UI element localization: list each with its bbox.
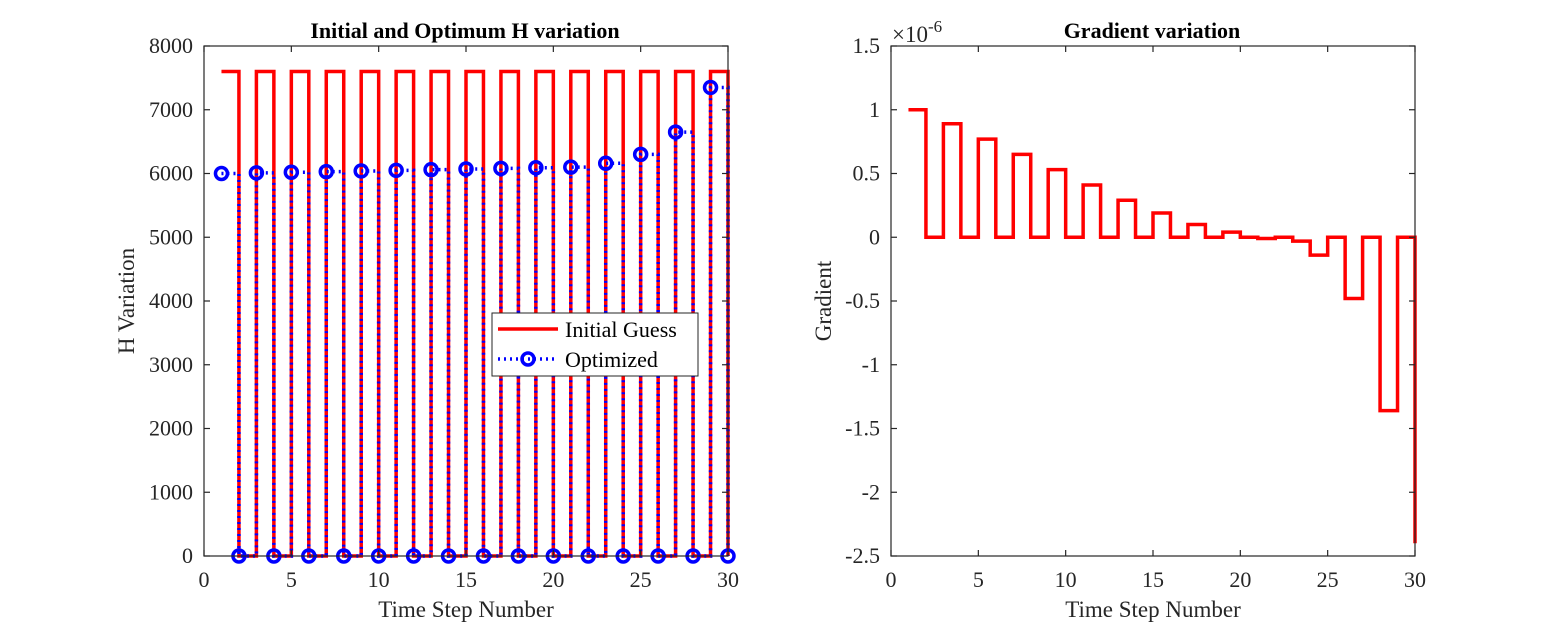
series-line-0 — [908, 108, 1417, 544]
series-point — [667, 124, 684, 140]
x-tick-label: 0 — [886, 567, 897, 592]
gradient-exponent-label: ×10-6 — [892, 17, 942, 47]
series-point — [353, 163, 369, 179]
chart-gradient-title: Gradient variation — [1064, 18, 1241, 43]
series-point — [248, 165, 265, 181]
y-tick-label: -1.5 — [845, 416, 880, 441]
y-tick-label: 1.5 — [853, 33, 881, 58]
gradient-x-axis-label: Time Step Number — [1065, 597, 1241, 622]
x-tick-label: 30 — [1404, 567, 1426, 592]
y-tick-label: 1 — [869, 97, 880, 122]
y-tick-label: 0 — [869, 224, 880, 249]
y-tick-label: 3000 — [149, 352, 193, 377]
gradient-tick-group: 0 5 10 15 20 25 30 -2.5 -2 -1.5 -1 -0.5 0 0.5 1 1.5 — [845, 33, 1426, 592]
series-point — [702, 79, 719, 96]
x-tick-label: 20 — [1229, 567, 1251, 592]
y-tick-label: -2 — [862, 479, 880, 504]
x-tick-label: 0 — [199, 567, 210, 592]
h-x-axis-label: Time Step Number — [378, 597, 554, 622]
series-point — [283, 164, 300, 180]
y-tick-label: -2.5 — [845, 543, 880, 568]
series-point — [493, 160, 509, 177]
series-point — [388, 162, 404, 179]
x-tick-label: 10 — [368, 567, 390, 592]
h-tick-group: 0 5 10 15 20 25 30 0 1000 2000 3000 4000 5000 6000 700… — [149, 33, 739, 592]
series-point — [213, 165, 230, 182]
y-tick-label: 0 — [182, 543, 193, 568]
x-tick-label: 5 — [973, 567, 984, 592]
legend-optimized-marker — [520, 351, 536, 367]
x-tick-label: 15 — [455, 567, 477, 592]
series-point — [563, 159, 579, 175]
y-tick-label: -0.5 — [845, 288, 880, 313]
gradient-plot-frame — [890, 45, 1416, 557]
series-point — [318, 163, 335, 180]
y-tick-label: 8000 — [149, 33, 193, 58]
h-y-axis-label: H Variation — [114, 247, 139, 354]
y-tick-label: 2000 — [149, 416, 193, 441]
y-tick-label: 0.5 — [853, 161, 881, 186]
legend-optimized-label: Optimized — [565, 347, 658, 372]
chart-h-title: Initial and Optimum H variation — [310, 18, 619, 43]
h-legend: Initial Guess Optimized — [491, 312, 699, 377]
x-tick-label: 25 — [1317, 567, 1339, 592]
x-tick-label: 25 — [630, 567, 652, 592]
y-tick-label: 6000 — [149, 161, 193, 186]
y-tick-label: 4000 — [149, 288, 193, 313]
gradient-exponent-base: ×10 — [892, 22, 928, 47]
series-point — [423, 161, 439, 178]
x-tick-label: 15 — [1142, 567, 1164, 592]
y-tick-label: 7000 — [149, 97, 193, 122]
y-tick-label: 5000 — [149, 224, 193, 249]
x-tick-label: 30 — [717, 567, 739, 592]
gradient-y-axis-label: Gradient — [811, 260, 836, 341]
series-point — [632, 146, 649, 163]
y-tick-label: -1 — [862, 352, 880, 377]
chart-gradient-variation: Gradient variation 0 5 10 15 20 25 30-2.5-2-1.… — [811, 17, 1426, 622]
series-point — [528, 160, 544, 176]
series-point — [458, 161, 474, 177]
x-tick-label: 20 — [542, 567, 564, 592]
gradient-exponent-power: -6 — [928, 17, 942, 36]
chart-h-variation: Initial and Optimum H variation 0 5 10 15 20… — [114, 18, 739, 622]
legend-initial-guess-label: Initial Guess — [565, 317, 677, 342]
x-tick-label: 10 — [1055, 567, 1077, 592]
x-tick-label: 5 — [286, 567, 297, 592]
series-point — [597, 155, 614, 172]
y-tick-label: 1000 — [149, 479, 193, 504]
gradient-series-group — [908, 108, 1417, 544]
